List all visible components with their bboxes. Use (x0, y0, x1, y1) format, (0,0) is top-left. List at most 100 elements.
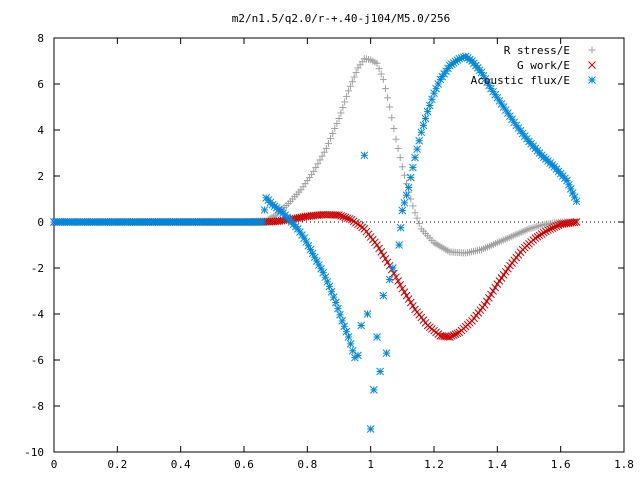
data-point (385, 275, 394, 284)
data-point (339, 212, 348, 221)
data-point (336, 310, 344, 319)
y-tick-label: -10 (24, 446, 44, 459)
x-tick-label: 0.2 (107, 458, 127, 471)
data-point (396, 281, 405, 289)
data-point (259, 218, 267, 226)
data-point (489, 287, 497, 295)
data-point (337, 212, 345, 220)
data-point (327, 134, 335, 142)
data-point (384, 94, 392, 102)
data-point (409, 302, 417, 310)
data-point (572, 218, 581, 226)
data-point (398, 163, 406, 171)
y-tick-label: 0 (37, 216, 44, 229)
data-point (394, 144, 402, 152)
data-point (480, 300, 489, 309)
data-point (409, 202, 417, 210)
data-point (345, 215, 354, 223)
data-point (334, 304, 342, 313)
data-point (400, 198, 409, 207)
data-point (333, 119, 341, 127)
data-point (310, 167, 318, 175)
x-tick-label: 1.8 (614, 458, 634, 471)
x-tick-label: 0 (51, 458, 58, 471)
data-point (415, 220, 423, 228)
y-tick-label: -4 (31, 308, 45, 321)
data-point (531, 234, 540, 242)
legend-label: R stress/E (504, 44, 570, 57)
data-point (377, 248, 386, 256)
data-point (402, 291, 411, 300)
data-point (400, 288, 409, 297)
data-point (409, 163, 417, 172)
data-point (542, 227, 550, 236)
data-point (360, 151, 369, 160)
data-point (396, 154, 404, 162)
data-point (376, 367, 385, 376)
data-point (423, 107, 432, 116)
data-point (449, 331, 458, 340)
data-point (354, 351, 362, 360)
axis-ticks: 0 0.2 0.4 0.6 0.8 1 1.2 1.4 1.6 1.8 -10 -8 -6 -4 -2 0 2 4… (24, 32, 634, 471)
data-point (386, 103, 394, 111)
series-layer (50, 52, 581, 433)
legend: R stress/E G work/E Acoustic flux/E (471, 44, 596, 87)
data-point (373, 333, 381, 341)
data-point (339, 103, 347, 111)
y-tick-label: 2 (37, 170, 44, 183)
data-point (396, 223, 405, 232)
x-tick-label: 1.6 (551, 458, 571, 471)
data-point (400, 171, 408, 179)
x-tick-label: 1.4 (487, 458, 507, 471)
data-point (425, 101, 434, 110)
data-point (382, 349, 391, 357)
data-point (402, 191, 411, 200)
x-tick-label: 0.4 (171, 458, 191, 471)
data-point (357, 321, 366, 330)
data-point (260, 206, 269, 214)
data-point (413, 214, 421, 222)
y-tick-label: 6 (37, 78, 44, 91)
data-point (316, 156, 324, 164)
data-point (379, 291, 388, 300)
legend-marker (588, 46, 596, 54)
y-tick-label: -8 (31, 400, 44, 413)
data-point (394, 277, 402, 285)
x-tick-label: 0.6 (234, 458, 254, 471)
data-point (348, 346, 357, 355)
data-point (552, 222, 561, 231)
data-point (411, 209, 419, 217)
data-point (445, 333, 454, 341)
data-point (324, 139, 332, 147)
data-point (363, 310, 372, 318)
data-point (451, 330, 460, 339)
data-point (406, 298, 415, 307)
data-point (312, 164, 320, 172)
data-point (392, 135, 400, 143)
x-tick-label: 1 (367, 458, 374, 471)
data-point (406, 173, 415, 182)
chart-title: m2/n1.5/q2.0/r-+.40-j104/M5.0/256 (232, 12, 451, 25)
data-point (533, 232, 542, 241)
data-point (453, 329, 462, 338)
legend-marker (588, 61, 596, 69)
data-point (345, 87, 352, 95)
data-point (348, 78, 356, 86)
data-point (404, 295, 413, 303)
data-point (381, 85, 389, 93)
data-point (572, 197, 581, 206)
data-point (419, 121, 428, 130)
data-point (377, 70, 385, 78)
data-point (447, 332, 456, 340)
data-point (421, 114, 430, 123)
data-point (335, 115, 343, 122)
data-point (428, 95, 436, 104)
data-point (346, 82, 354, 90)
data-point (341, 98, 349, 106)
data-point (346, 340, 355, 348)
data-point (314, 160, 322, 168)
data-point (343, 214, 352, 223)
data-point (535, 231, 544, 240)
data-point (411, 153, 419, 162)
